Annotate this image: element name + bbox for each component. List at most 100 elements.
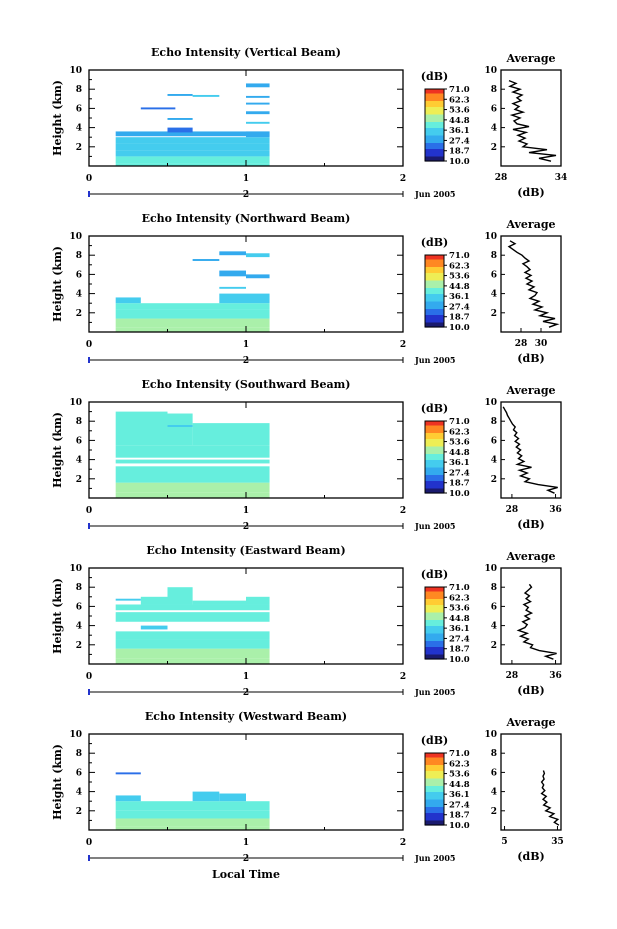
colorbar-segment	[425, 431, 444, 434]
average-y-tick-label: 10	[484, 398, 497, 408]
colorbar-segment	[425, 310, 444, 313]
colorbar-segment	[425, 641, 444, 644]
colorbar-segment	[425, 445, 444, 448]
colorbar-segment	[425, 114, 444, 117]
colorbar-segment	[425, 98, 444, 101]
colorbar-tick-label: 10.0	[449, 821, 470, 831]
average-x-tick-label: 28	[515, 339, 528, 349]
colorbar-segment	[425, 644, 444, 647]
colorbar-segment	[425, 321, 444, 324]
y-tick-label: 4	[76, 456, 82, 466]
colorbar-segment	[425, 653, 444, 656]
x-tick-label: 0	[86, 672, 92, 682]
colorbar-tick-label: 36.1	[449, 790, 470, 800]
average-x-tick-label: 28	[506, 505, 519, 515]
colorbar-segment	[425, 476, 444, 479]
y-tick-label: 4	[76, 124, 82, 134]
colorbar-segment	[425, 280, 444, 283]
y-tick-label: 2	[76, 641, 82, 651]
colorbar-segment	[425, 149, 444, 152]
panel-1: Echo Intensity (Northward Beam)246810Hei…	[51, 212, 562, 366]
colorbar-segment	[425, 256, 444, 259]
average-y-tick-label: 8	[491, 85, 497, 95]
average-x-tick-label: 28	[506, 671, 519, 681]
colorbar-segment	[425, 636, 444, 639]
heatmap-cell	[246, 274, 270, 279]
x-tick-label: 2	[400, 838, 406, 848]
colorbar-segment	[425, 448, 444, 451]
colorbar-tick-label: 62.3	[449, 95, 470, 105]
colorbar-segment	[425, 439, 444, 442]
colorbar-segment	[425, 473, 444, 476]
heatmap-cell	[192, 94, 220, 97]
average-frame	[500, 235, 562, 333]
colorbar-segment	[425, 762, 444, 765]
average-x-tick-label: 28	[495, 173, 508, 183]
y-tick-label: 2	[76, 475, 82, 485]
y-tick-label: 2	[76, 807, 82, 817]
heatmap-cell	[115, 459, 270, 464]
colorbar-tick-label: 36.1	[449, 458, 470, 468]
colorbar-segment	[425, 784, 444, 787]
average-frame	[500, 567, 562, 665]
colorbar-segment	[425, 487, 444, 490]
heatmap-cell	[219, 293, 270, 304]
y-axis-label: Height (km)	[51, 578, 64, 654]
x-axis-label: Local Time	[212, 868, 280, 881]
y-tick-label: 4	[76, 788, 82, 798]
colorbar-segment	[425, 282, 444, 285]
x-tick-label: 2	[400, 672, 406, 682]
colorbar-segment	[425, 766, 444, 769]
colorbar-segment	[425, 793, 444, 796]
day-marker: 2	[243, 190, 249, 200]
panel-3: Echo Intensity (Eastward Beam)246810Heig…	[51, 544, 562, 698]
colorbar-tick-label: 18.7	[449, 645, 470, 655]
colorbar-segment	[425, 291, 444, 294]
y-axis-label: Height (km)	[51, 412, 64, 488]
heatmap-cell	[246, 131, 270, 138]
colorbar-segment	[425, 454, 444, 457]
heatmap-cell	[115, 658, 270, 664]
heatmap-cell	[115, 631, 270, 640]
colorbar-tick-label: 62.3	[449, 261, 470, 271]
colorbar-segment	[425, 89, 444, 92]
colorbar-segment	[425, 102, 444, 105]
colorbar-unit: (dB)	[421, 402, 448, 415]
colorbar-segment	[425, 638, 444, 641]
colorbar-segment	[425, 258, 444, 261]
average-y-tick-label: 4	[491, 622, 497, 632]
colorbar-segment	[425, 756, 444, 759]
panel-title: Echo Intensity (Eastward Beam)	[146, 544, 345, 557]
colorbar-segment	[425, 778, 444, 781]
heatmap-cell	[115, 492, 270, 498]
average-y-tick-label: 10	[484, 564, 497, 574]
colorbar-segment	[425, 820, 444, 823]
x-tick-label: 1	[243, 506, 249, 516]
colorbar-segment	[425, 132, 444, 135]
heatmap-cell	[115, 131, 270, 137]
colorbar-segment	[425, 461, 444, 464]
colorbar-segment	[425, 777, 444, 780]
colorbar-segment	[425, 656, 444, 659]
heatmap-cell	[192, 423, 270, 446]
colorbar-segment	[425, 599, 444, 602]
colorbar-segment	[425, 787, 444, 790]
colorbar-segment	[425, 285, 444, 288]
colorbar-segment	[425, 594, 444, 597]
colorbar-segment	[425, 259, 444, 262]
colorbar-segment	[425, 621, 444, 624]
average-profile-line	[507, 240, 560, 328]
colorbar-tick-label: 36.1	[449, 126, 470, 136]
colorbar-segment	[425, 306, 444, 309]
colorbar-segment	[425, 600, 444, 603]
heatmap-cell	[192, 259, 220, 261]
y-axis-label: Height (km)	[51, 246, 64, 322]
colorbar-tick-label: 18.7	[449, 811, 470, 821]
average-y-tick-label: 4	[491, 124, 497, 134]
average-profile-line	[540, 770, 560, 826]
colorbar-tick-label: 18.7	[449, 313, 470, 323]
average-y-tick-label: 10	[484, 730, 497, 740]
heatmap-cell	[115, 143, 270, 151]
date-label: Jun 2005	[414, 853, 455, 863]
heatmap-cell	[115, 795, 141, 802]
